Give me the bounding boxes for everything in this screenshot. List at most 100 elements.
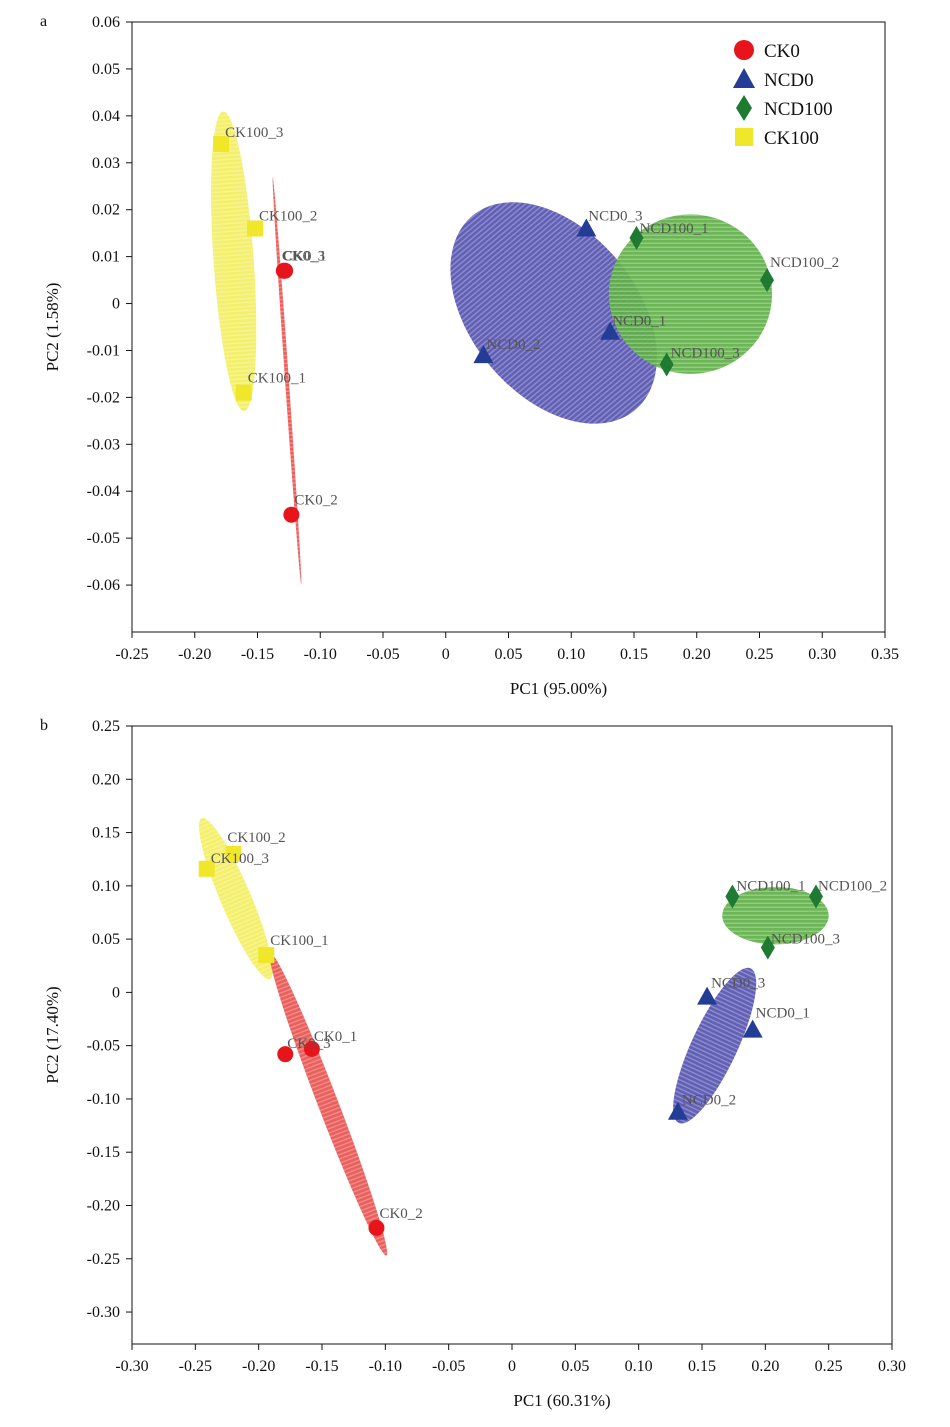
y-tick-label: -0.03 [87, 436, 120, 453]
point-label-ncd0-2: NCD0_2 [682, 1093, 736, 1109]
marker-ncd0-3 [576, 218, 597, 237]
y-tick-label: 0.02 [92, 202, 120, 219]
point-label-ck0-2: CK0_2 [294, 493, 337, 509]
marker-ck100-2 [225, 845, 242, 862]
confidence-ellipse-ck0 [269, 953, 388, 1256]
marker-ck0-2 [283, 506, 300, 523]
point-label-ncd100-2: NCD100_2 [770, 255, 839, 271]
y-tick-label: 0 [112, 296, 120, 313]
marker-ncd100-3 [659, 352, 674, 377]
marker-ncd0-1 [600, 321, 621, 340]
confidence-ellipse-ncd0 [673, 967, 757, 1124]
x-tick-label: 0.30 [878, 1358, 906, 1375]
marker-ncd100-1 [725, 884, 740, 909]
marker-ncd0-2 [667, 1101, 688, 1120]
x-tick-label: -0.30 [115, 1358, 148, 1375]
point-label-ck100-3: CK100_3 [211, 851, 269, 867]
y-tick-label: -0.10 [87, 1091, 120, 1108]
confidence-ellipse-ncd0 [450, 202, 657, 424]
y-tick-label: 0 [112, 984, 120, 1001]
legend-marker-ncd0 [733, 68, 755, 88]
y-tick-label: -0.06 [87, 577, 120, 594]
y-tick-label: 0.01 [92, 249, 120, 266]
y-tick-label: -0.02 [87, 389, 120, 406]
x-tick-label: 0.05 [495, 646, 523, 663]
x-tick-label: 0.20 [683, 646, 711, 663]
panel-letter: a [40, 13, 47, 30]
plot-frame [131, 725, 893, 1345]
legend-marker-ck0 [734, 40, 754, 60]
legend-label-ck0: CK0 [764, 41, 800, 62]
x-tick-label: 0.05 [561, 1358, 589, 1375]
x-tick-label: 0.35 [871, 646, 899, 663]
confidence-ellipse-ncd100 [722, 886, 829, 945]
point-label-ck0-2: CK0_2 [379, 1206, 422, 1222]
x-tick-label: 0.15 [688, 1358, 716, 1375]
marker-ncd100-3 [760, 935, 775, 960]
point-label-ncd0-1: NCD0_1 [612, 314, 666, 330]
point-label-ncd100-1: NCD100_1 [736, 878, 805, 894]
point-label-ck100-3: CK100_3 [225, 125, 283, 141]
y-tick-label: 0.05 [92, 931, 120, 948]
point-label-ncd0-3: NCD0_3 [711, 976, 765, 992]
point-label-ck100-1: CK100_1 [270, 933, 328, 949]
x-tick-label: -0.05 [366, 646, 399, 663]
marker-ncd100-1 [629, 225, 644, 250]
x-tick-label: -0.15 [241, 646, 274, 663]
confidence-ellipse-ck100 [211, 111, 257, 412]
point-label-ck0-3: CK0_3 [282, 249, 325, 265]
point-label-ck0-3: CK0_3 [287, 1036, 330, 1052]
x-tick-label: 0 [442, 646, 450, 663]
marker-ck100-3 [198, 860, 215, 877]
y-tick-label: 0.06 [92, 14, 120, 31]
y-tick-label: -0.01 [87, 342, 120, 359]
marker-ck0-1 [303, 1040, 320, 1057]
legend-marker-ncd100 [736, 95, 752, 121]
x-tick-label: 0.30 [808, 646, 836, 663]
x-tick-label: 0.10 [625, 1358, 653, 1375]
legend-label-ck100: CK100 [764, 128, 819, 149]
y-axis-title: PC2 (1.58%) [43, 283, 62, 372]
point-label-ck100-1: CK100_1 [248, 371, 306, 387]
x-tick-label: 0.25 [815, 1358, 843, 1375]
x-tick-label: -0.20 [242, 1358, 275, 1375]
x-tick-label: 0.15 [620, 646, 648, 663]
x-tick-label: -0.10 [304, 646, 337, 663]
x-tick-label: -0.05 [432, 1358, 465, 1375]
marker-ck100-2 [246, 220, 263, 237]
point-label-ncd100-3: NCD100_3 [671, 346, 740, 362]
x-axis-title: PC1 (60.31%) [513, 1391, 610, 1410]
point-label-ncd100-1: NCD100_1 [640, 221, 709, 237]
panel-letter: b [40, 717, 48, 734]
legend: CK0 NCD0 NCD100 CK100 [733, 40, 833, 149]
point-label-ncd100-2: NCD100_2 [818, 878, 887, 894]
confidence-ellipse-ncd100 [608, 214, 773, 374]
marker-ncd100-2 [760, 268, 775, 293]
panel-b: b -0.30 -0.25 -0.20 -0.15 -0.10 -0.05 0 0.05 0.10… [40, 717, 906, 1410]
y-tick-label: 0.04 [92, 108, 120, 125]
x-tick-label: -0.25 [115, 646, 148, 663]
x-tick-label: -0.25 [179, 1358, 212, 1375]
x-tick-label: 0.10 [557, 646, 585, 663]
panel-a: a -0.25 -0.20 -0.15 -0.10 -0.05 0 0.05 0.10 0.15 0… [40, 13, 899, 698]
confidence-ellipse-ck100 [198, 817, 273, 980]
y-tick-label: 0.05 [92, 61, 120, 78]
point-label-ck100-2: CK100_2 [227, 830, 285, 846]
x-tick-label: 0.25 [746, 646, 774, 663]
y-tick-label: -0.30 [87, 1304, 120, 1321]
marker-ck0-3 [277, 1046, 294, 1063]
x-axis-title: PC1 (95.00%) [510, 679, 607, 698]
x-tick-label: -0.15 [305, 1358, 338, 1375]
confidence-ellipse-ck0 [272, 177, 302, 585]
y-tick-label: -0.15 [87, 1144, 120, 1161]
y-tick-label: -0.20 [87, 1197, 120, 1214]
marker-ck100-1 [235, 384, 252, 401]
x-tick-label: 0.20 [751, 1358, 779, 1375]
x-tick-label: 0 [508, 1358, 516, 1375]
point-label-ncd0-3: NCD0_3 [588, 208, 642, 224]
point-label-ncd100-3: NCD100_3 [771, 932, 840, 948]
y-tick-label: 0.20 [92, 771, 120, 788]
x-tick-label: -0.10 [369, 1358, 402, 1375]
marker-ck100-1 [258, 947, 275, 964]
